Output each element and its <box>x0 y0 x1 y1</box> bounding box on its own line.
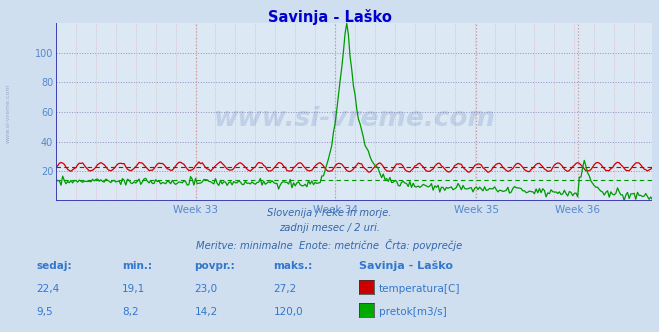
Text: pretok[m3/s]: pretok[m3/s] <box>379 307 447 317</box>
Text: 8,2: 8,2 <box>122 307 138 317</box>
Text: www.si-vreme.com: www.si-vreme.com <box>5 83 11 143</box>
Text: Meritve: minimalne  Enote: metrične  Črta: povprečje: Meritve: minimalne Enote: metrične Črta:… <box>196 239 463 251</box>
Text: min.:: min.: <box>122 261 152 271</box>
Text: Savinja - Laško: Savinja - Laško <box>268 9 391 25</box>
Text: sedaj:: sedaj: <box>36 261 72 271</box>
Text: povpr.:: povpr.: <box>194 261 235 271</box>
Text: maks.:: maks.: <box>273 261 313 271</box>
Text: zadnji mesec / 2 uri.: zadnji mesec / 2 uri. <box>279 223 380 233</box>
Text: temperatura[C]: temperatura[C] <box>379 284 461 294</box>
Text: 19,1: 19,1 <box>122 284 145 294</box>
Text: 9,5: 9,5 <box>36 307 53 317</box>
Text: 23,0: 23,0 <box>194 284 217 294</box>
Text: 22,4: 22,4 <box>36 284 59 294</box>
Text: Slovenija / reke in morje.: Slovenija / reke in morje. <box>268 208 391 217</box>
Text: Savinja - Laško: Savinja - Laško <box>359 261 453 271</box>
Text: 120,0: 120,0 <box>273 307 303 317</box>
Text: 14,2: 14,2 <box>194 307 217 317</box>
Text: www.si-vreme.com: www.si-vreme.com <box>214 106 495 132</box>
Text: 27,2: 27,2 <box>273 284 297 294</box>
